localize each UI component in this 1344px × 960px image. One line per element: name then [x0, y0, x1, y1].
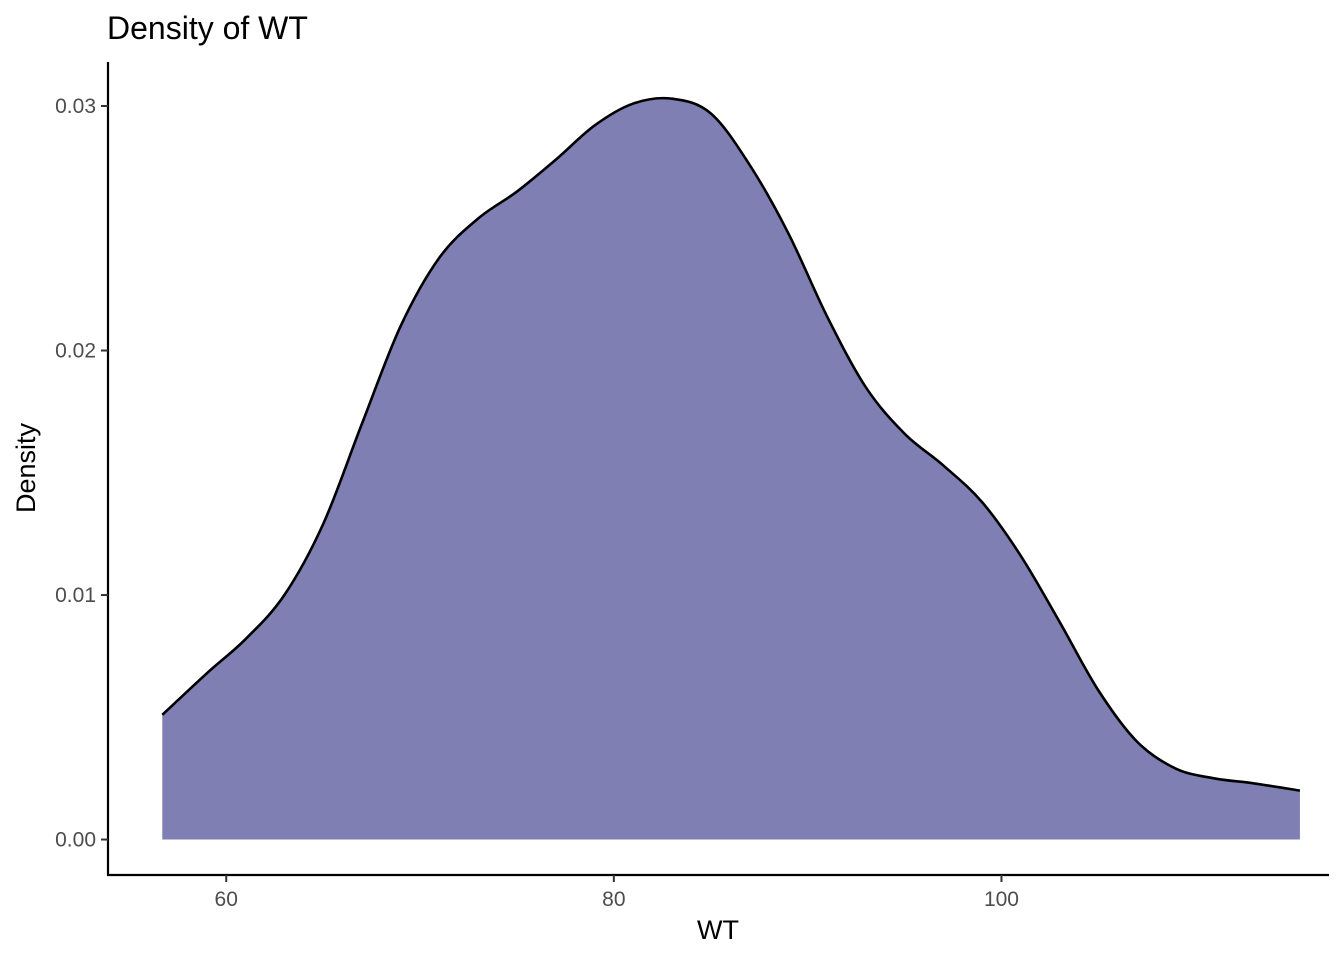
y-tick-label: 0.03 — [55, 95, 96, 118]
x-axis-ticks: 60 80 100 — [215, 875, 1019, 911]
x-axis-title: WT — [697, 915, 739, 945]
plot-area — [161, 96, 1301, 840]
y-axis-ticks: 0.00 0.01 0.02 0.03 — [55, 95, 108, 852]
y-axis-title: Density — [11, 422, 41, 513]
y-tick-label: 0.01 — [55, 584, 96, 607]
x-tick-label: 100 — [984, 888, 1019, 911]
y-tick-label: 0.02 — [55, 340, 96, 363]
density-area-fill — [162, 98, 1300, 840]
chart-title: Density of WT — [107, 10, 308, 46]
density-curve-line — [161, 96, 1301, 792]
y-tick-label: 0.00 — [55, 829, 96, 852]
x-tick-label: 60 — [215, 888, 238, 911]
x-tick-label: 80 — [602, 888, 625, 911]
